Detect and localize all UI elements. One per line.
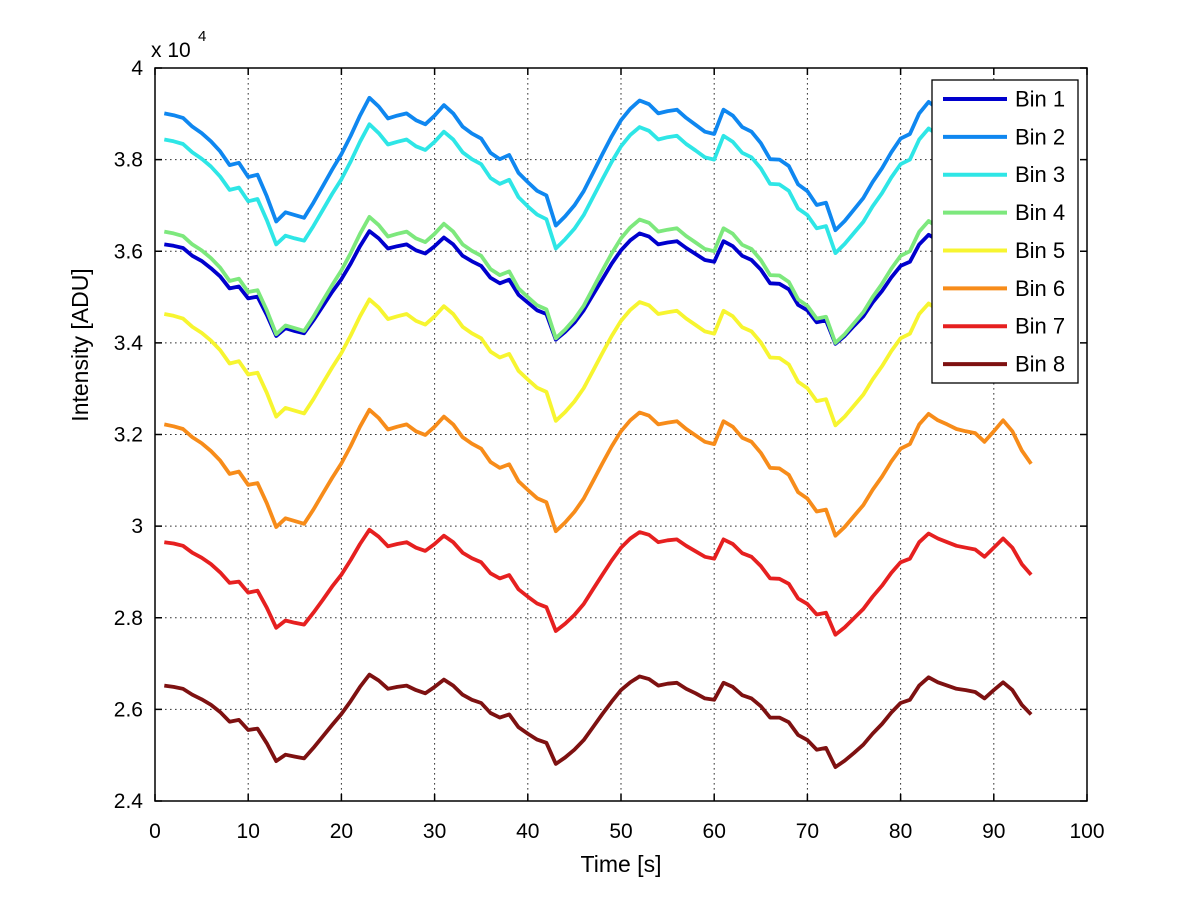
x-tick-label: 30 — [423, 820, 446, 843]
x-tick-label: 50 — [609, 820, 632, 843]
legend-box — [931, 79, 1079, 384]
series-line-bin-5 — [163, 297, 1033, 428]
series-line-bin-4 — [163, 214, 1033, 345]
x-tick-label: 90 — [982, 820, 1005, 843]
y-tick-label: 3 — [131, 515, 143, 538]
y-tick-label: 3.6 — [114, 240, 143, 263]
y-tick-label: 2.8 — [114, 607, 143, 630]
series-line-bin-6 — [163, 407, 1033, 538]
x-tick-label: 0 — [149, 820, 161, 843]
legend-label-bin-4: Bin 4 — [1015, 200, 1065, 225]
legend-label-bin-1: Bin 1 — [1015, 86, 1065, 111]
y-tick-label: 4 — [131, 57, 143, 80]
legend-label-bin-5: Bin 5 — [1015, 238, 1065, 263]
x-tick-label: 60 — [703, 820, 726, 843]
x-tick-label: 10 — [237, 820, 260, 843]
legend-label-bin-2: Bin 2 — [1015, 124, 1065, 149]
x-tick-label: 70 — [796, 820, 819, 843]
y-tick-label: 3.8 — [114, 149, 143, 172]
y-tick-label: 2.6 — [114, 698, 143, 721]
x-axis-label: Time [s] — [581, 851, 662, 877]
x-tick-label: 100 — [1069, 820, 1104, 843]
legend-label-bin-3: Bin 3 — [1015, 162, 1065, 187]
x-tick-label: 20 — [330, 820, 353, 843]
y-axis-multiplier-exponent: 4 — [198, 28, 206, 45]
x-tick-label: 80 — [889, 820, 912, 843]
y-axis-label: Intensity [ADU] — [67, 268, 93, 421]
y-tick-label: 3.4 — [114, 332, 144, 355]
series-line-bin-8 — [164, 672, 1033, 769]
legend-label-bin-6: Bin 6 — [1015, 276, 1065, 301]
y-tick-label: 3.2 — [114, 424, 143, 447]
series-line-bin-3 — [163, 122, 1033, 256]
y-axis-multiplier: x 10 — [151, 39, 191, 62]
x-tick-label: 40 — [516, 820, 539, 843]
series-line-bin-2 — [163, 95, 1033, 233]
legend-label-bin-7: Bin 7 — [1015, 314, 1065, 339]
y-tick-label: 2.4 — [114, 790, 144, 813]
series-line-bin-7 — [164, 527, 1033, 637]
legend-label-bin-8: Bin 8 — [1015, 352, 1065, 377]
